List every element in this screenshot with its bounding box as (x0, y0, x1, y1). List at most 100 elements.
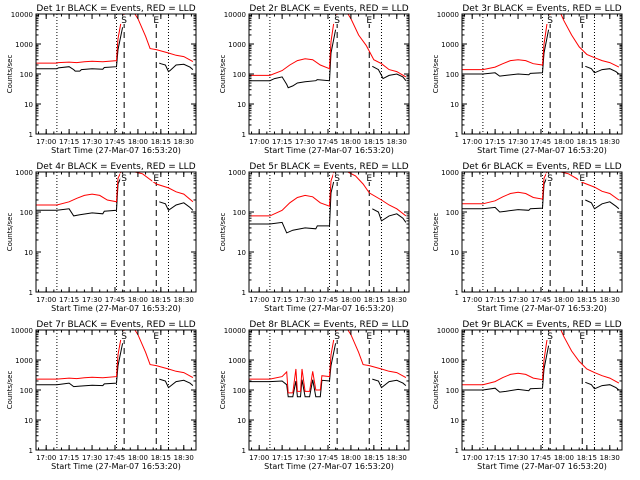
y-tick-label: 1 (29, 131, 33, 139)
x-tick-label: 17:45 (105, 454, 125, 462)
panel-title: Det 5r BLACK = Events, RED = LLD (249, 162, 408, 172)
series-line-events (159, 62, 194, 73)
x-tick-label: 17:30 (82, 454, 102, 462)
marker-background (578, 331, 587, 340)
marker-label-e: E (366, 174, 372, 184)
x-tick-label: 17:45 (318, 138, 338, 146)
series-line-lld (461, 171, 548, 205)
marker-label-s: S (547, 174, 553, 184)
y-tick-label: 1 (29, 289, 33, 297)
series-line-lld (248, 329, 338, 394)
y-tick-label: 1000 (15, 357, 33, 365)
detector-panel-3: Det 3r BLACK = Events, RED = LLD Counts/s… (432, 4, 623, 155)
x-tick-label: 17:15 (485, 454, 505, 462)
x-axis-label: Start Time (27-Mar-07 16:53:20) (264, 146, 394, 155)
x-tick-label: 17:30 (295, 454, 315, 462)
detector-panel-6: Det 6r BLACK = Events, RED = LLD Counts/s… (432, 162, 623, 313)
marker-background (120, 331, 129, 340)
marker-label-e: E (579, 16, 585, 26)
x-axis-label: Start Time (27-Mar-07 16:53:20) (51, 146, 181, 155)
detector-panel-7: Det 7r BLACK = Events, RED = LLD Counts/s… (6, 320, 197, 471)
y-axis-label: Counts/sec (6, 55, 14, 94)
x-tick-label: 17:15 (272, 454, 292, 462)
x-tick-label: 17:45 (531, 138, 551, 146)
x-tick-label: 17:30 (508, 296, 528, 304)
x-axis-label: Start Time (27-Mar-07 16:53:20) (264, 462, 394, 471)
y-tick-label: 100 (20, 387, 33, 395)
marker-label-e: E (366, 16, 372, 26)
series-line-lld (347, 13, 407, 78)
y-tick-label: 1 (455, 289, 459, 297)
y-tick-label: 1 (29, 447, 33, 455)
y-tick-label: 10 (24, 101, 33, 109)
series-line-lld (35, 171, 122, 206)
series-line-events (461, 345, 550, 393)
y-tick-label: 1 (242, 289, 246, 297)
marker-label-s: S (121, 332, 127, 342)
series-line-events (461, 29, 550, 77)
x-axis-label: Start Time (27-Mar-07 16:53:20) (477, 146, 607, 155)
y-axis-label: Counts/sec (432, 55, 440, 94)
x-axis-label: Start Time (27-Mar-07 16:53:20) (264, 304, 394, 313)
marker-label-e: E (366, 332, 372, 342)
x-tick-label: 18:15 (151, 296, 171, 304)
marker-background (365, 331, 374, 340)
x-tick-label: 17:00 (36, 454, 56, 462)
x-tick-label: 17:15 (59, 138, 79, 146)
marker-background (120, 173, 129, 182)
panel-title: Det 1r BLACK = Events, RED = LLD (36, 4, 195, 14)
x-tick-label: 17:30 (82, 296, 102, 304)
series-line-lld (461, 13, 551, 71)
x-tick-label: 18:00 (128, 296, 148, 304)
x-tick-label: 18:00 (128, 138, 148, 146)
marker-background (365, 15, 374, 24)
x-tick-label: 18:30 (387, 454, 407, 462)
x-tick-label: 17:00 (462, 454, 482, 462)
y-tick-label: 100 (233, 71, 246, 79)
y-axis-label: Counts/sec (219, 371, 227, 410)
x-tick-label: 17:30 (508, 454, 528, 462)
y-tick-label: 100 (233, 387, 246, 395)
series-line-lld (347, 329, 407, 379)
y-tick-label: 10000 (224, 327, 246, 335)
panel-title: Det 8r BLACK = Events, RED = LLD (249, 320, 408, 330)
marker-background (546, 173, 555, 182)
y-tick-label: 10 (237, 101, 246, 109)
x-tick-label: 17:15 (59, 454, 79, 462)
y-tick-label: 100 (446, 387, 459, 395)
series-line-events (461, 173, 550, 213)
series-line-lld (560, 329, 620, 384)
x-tick-label: 17:45 (105, 296, 125, 304)
series-line-events (159, 201, 194, 212)
y-tick-label: 10 (24, 417, 33, 425)
x-tick-label: 18:00 (554, 138, 574, 146)
marker-background (365, 173, 374, 182)
detector-panel-1: Det 1r BLACK = Events, RED = LLD Counts/s… (6, 4, 197, 155)
series-line-lld (134, 13, 194, 63)
marker-background (333, 331, 342, 340)
y-axis-label: Counts/sec (219, 213, 227, 252)
y-tick-label: 10 (237, 417, 246, 425)
y-tick-label: 10000 (437, 327, 459, 335)
series-line-events (585, 65, 620, 75)
marker-label-e: E (153, 332, 159, 342)
x-tick-label: 17:45 (531, 296, 551, 304)
series-line-events (372, 378, 407, 389)
marker-label-s: S (334, 16, 340, 26)
x-tick-label: 17:00 (249, 296, 269, 304)
marker-background (152, 15, 161, 24)
panel-title: Det 4r BLACK = Events, RED = LLD (36, 162, 195, 172)
plot-frame (248, 171, 410, 293)
series-line-events (248, 173, 337, 234)
x-tick-label: 17:45 (105, 138, 125, 146)
marker-background (333, 15, 342, 24)
marker-background (546, 15, 555, 24)
plot-frame (35, 13, 197, 135)
x-tick-label: 18:15 (364, 296, 384, 304)
series-line-events (372, 208, 407, 223)
y-tick-label: 10000 (11, 327, 33, 335)
marker-background (546, 331, 555, 340)
y-tick-label: 10000 (11, 11, 33, 19)
y-tick-label: 1000 (15, 41, 33, 49)
